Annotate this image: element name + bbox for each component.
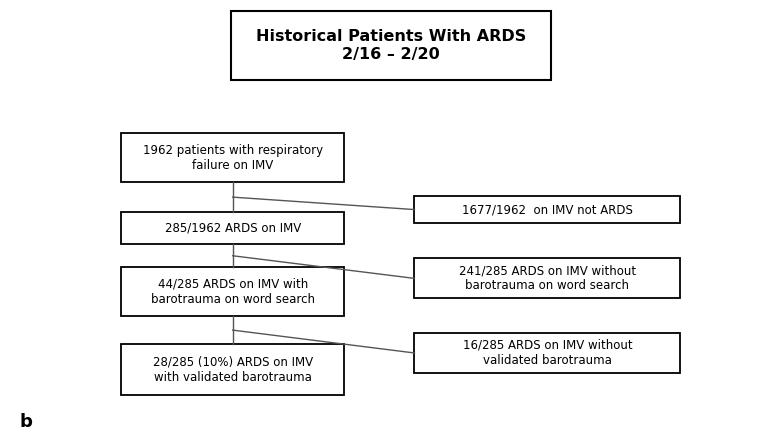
Text: b: b — [20, 412, 32, 431]
Text: 1677/1962  on IMV not ARDS: 1677/1962 on IMV not ARDS — [462, 203, 633, 216]
FancyBboxPatch shape — [121, 267, 344, 316]
FancyBboxPatch shape — [231, 11, 551, 80]
Text: 16/285 ARDS on IMV without
validated barotrauma: 16/285 ARDS on IMV without validated bar… — [463, 339, 632, 367]
FancyBboxPatch shape — [414, 333, 680, 373]
FancyBboxPatch shape — [414, 258, 680, 298]
Text: Historical Patients With ARDS
2/16 – 2/20: Historical Patients With ARDS 2/16 – 2/2… — [256, 29, 526, 62]
FancyBboxPatch shape — [414, 196, 680, 223]
Text: 241/285 ARDS on IMV without
barotrauma on word search: 241/285 ARDS on IMV without barotrauma o… — [459, 264, 636, 293]
FancyBboxPatch shape — [121, 212, 344, 244]
Text: 44/285 ARDS on IMV with
barotrauma on word search: 44/285 ARDS on IMV with barotrauma on wo… — [151, 278, 314, 306]
Text: 1962 patients with respiratory
failure on IMV: 1962 patients with respiratory failure o… — [142, 143, 323, 172]
FancyBboxPatch shape — [121, 133, 344, 182]
Text: 285/1962 ARDS on IMV: 285/1962 ARDS on IMV — [164, 222, 301, 235]
FancyBboxPatch shape — [121, 344, 344, 395]
Text: 28/285 (10%) ARDS on IMV
with validated barotrauma: 28/285 (10%) ARDS on IMV with validated … — [152, 356, 313, 384]
